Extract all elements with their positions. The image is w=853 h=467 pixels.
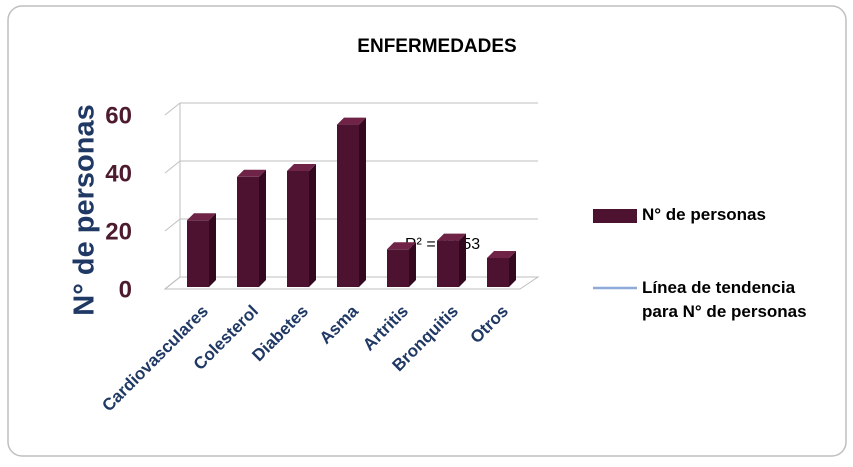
bar [437,240,459,287]
y-axis-label: N° de personas [69,104,101,315]
bar [287,171,309,287]
y-tick-label: 40 [105,160,132,187]
bar-top [387,242,416,250]
bar-side [259,169,266,287]
legend-item: Línea de tendencia para N° de personas [642,278,807,321]
bar [487,258,509,287]
axis-wall [164,276,181,290]
bar-side [359,117,366,287]
bar [387,249,409,287]
bar-top [437,233,466,241]
y-tick-label: 60 [105,102,132,129]
bar-top [337,117,366,125]
legend-item: N° de personas [642,205,766,224]
bar-side [209,213,216,287]
bar [237,176,259,287]
bar-top [487,251,516,258]
grid-line-side [164,160,181,174]
y-tick-label: 0 [119,276,132,303]
bar [337,124,359,287]
bar-top [237,169,266,177]
bar-top [187,213,216,221]
chart-frame [7,5,847,457]
grid-line-side [164,218,181,232]
legend-label: N° de personas [642,205,766,224]
bar-side [309,164,316,287]
legend-label: Línea de tendencia para N° de personas [642,278,807,321]
bar-side [409,242,416,287]
grid-line-side [164,102,181,116]
bar [187,220,209,287]
bar-side [459,233,466,287]
chart-title: ENFERMEDADES [357,36,516,57]
bar-side [509,251,516,287]
y-tick-label: 20 [105,218,132,245]
legend-swatch [593,209,637,223]
bar-top [287,164,316,171]
